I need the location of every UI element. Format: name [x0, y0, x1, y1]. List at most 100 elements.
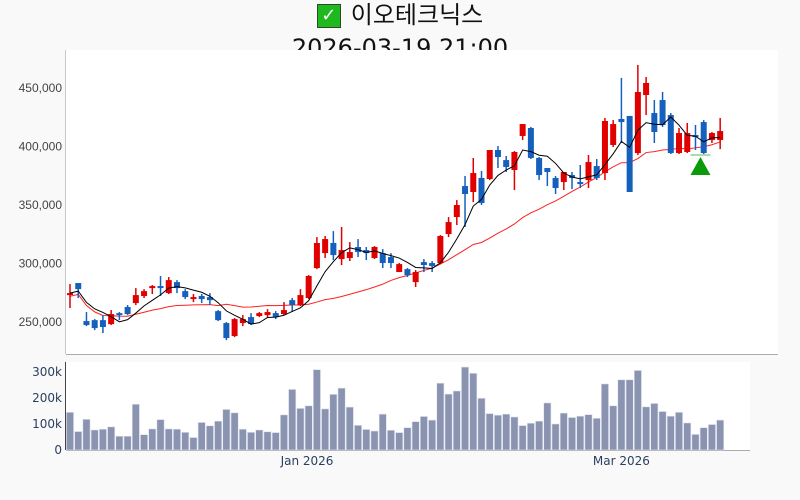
candle — [330, 231, 337, 261]
volume-bar — [255, 429, 264, 451]
candle-body — [486, 150, 493, 180]
candle-body — [157, 286, 164, 289]
candle — [634, 64, 641, 156]
candle — [116, 312, 123, 321]
candle — [108, 310, 115, 326]
candle — [560, 172, 567, 191]
candle-body — [519, 124, 526, 136]
volume-bar — [263, 431, 272, 451]
volume-bar — [156, 419, 165, 451]
volume-bar — [469, 372, 478, 451]
candle-body — [272, 313, 279, 318]
candle-body — [552, 177, 559, 189]
volume-tick-label: 200k — [32, 391, 62, 405]
candle-body — [445, 222, 452, 235]
volume-bar — [214, 420, 223, 451]
volume-bar — [312, 369, 321, 451]
candle — [462, 175, 469, 227]
candle-body — [420, 262, 427, 266]
candle-body — [470, 173, 477, 193]
candle-body — [585, 162, 592, 181]
volume-bar — [444, 393, 453, 451]
candle — [91, 319, 98, 331]
volume-tick-label: 300k — [32, 365, 62, 379]
stock-name: 이오테크닉스 — [350, 1, 484, 29]
volume-bar — [131, 403, 140, 451]
volume-bar — [617, 379, 626, 451]
volume-bar — [296, 408, 305, 451]
candle — [157, 276, 164, 297]
ma-short-line — [69, 116, 721, 325]
candle-body — [75, 283, 82, 290]
price-tick-label: 400,000 — [19, 140, 63, 154]
volume-bar — [395, 432, 404, 451]
volume-bar — [206, 425, 214, 451]
volume-bar — [378, 413, 387, 451]
candles — [67, 64, 724, 341]
volume-bar — [436, 382, 445, 451]
candle-body — [108, 314, 115, 325]
volume-bar — [370, 430, 379, 451]
candle — [182, 289, 189, 300]
volume-bar — [642, 406, 650, 451]
candle-body — [503, 160, 510, 167]
candle-body — [412, 272, 419, 283]
candle-body — [429, 263, 436, 267]
candle — [297, 289, 304, 307]
candle — [165, 277, 172, 295]
candle — [577, 164, 584, 189]
volume-bar — [601, 383, 609, 451]
candle-body — [91, 320, 98, 329]
candle-body — [231, 319, 238, 337]
buy-signal-triangle-icon — [690, 156, 711, 175]
candle — [519, 124, 526, 141]
candle — [593, 159, 600, 181]
candle-body — [577, 182, 584, 185]
candle-body — [223, 323, 230, 339]
volume-bar — [551, 423, 560, 451]
candle-body — [634, 91, 641, 154]
chart-title: ✓ 이오테크닉스 — [0, 0, 800, 30]
candle-body — [667, 115, 674, 154]
candle — [486, 150, 493, 181]
candle — [83, 312, 90, 327]
volume-bar — [189, 437, 198, 451]
volume-bar — [164, 428, 173, 451]
volume-bar — [461, 366, 469, 451]
volume-bar — [362, 429, 371, 451]
candle — [643, 77, 650, 116]
candle — [264, 309, 271, 318]
volume-tick-label: 100k — [32, 417, 62, 431]
candle-body — [708, 133, 715, 141]
candle — [363, 247, 370, 261]
candle — [659, 91, 666, 127]
candle — [651, 100, 658, 143]
volume-bar — [148, 428, 157, 451]
candle-body — [536, 157, 543, 176]
candle — [289, 298, 296, 313]
candle — [445, 217, 452, 238]
candle-body — [322, 239, 329, 254]
volume-bar — [650, 403, 659, 451]
check-mark-icon: ✓ — [316, 4, 341, 28]
candle — [198, 294, 205, 304]
candle — [256, 312, 263, 318]
volume-bar — [510, 416, 519, 451]
candle-body — [363, 250, 370, 254]
candle — [67, 284, 73, 309]
candle-body — [198, 296, 205, 300]
candle — [248, 313, 255, 326]
candle-body — [626, 115, 633, 193]
candle-body — [124, 307, 131, 315]
candle — [190, 294, 197, 303]
volume-bar — [494, 414, 502, 451]
candle — [280, 302, 287, 316]
volume-bar — [584, 414, 593, 451]
candle — [371, 246, 378, 260]
price-tick-label: 300,000 — [19, 257, 63, 271]
price-plot-area — [66, 50, 778, 354]
volume-bar — [271, 432, 280, 451]
volume-bar — [173, 428, 181, 451]
candle-body — [379, 253, 386, 264]
candle — [124, 305, 131, 316]
